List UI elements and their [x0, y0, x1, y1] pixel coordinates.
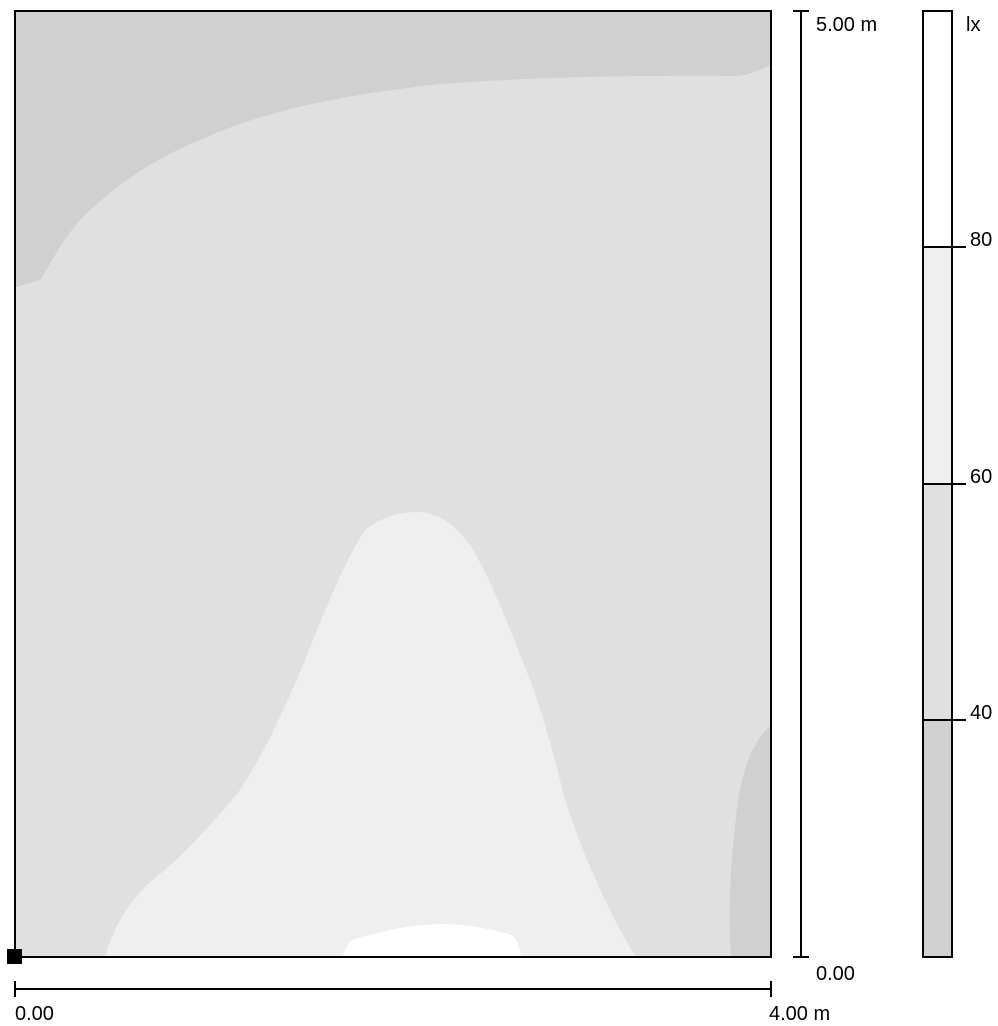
y-scale-bottom-label: 0.00: [816, 963, 855, 985]
legend: lx 80 60 40: [922, 10, 992, 958]
plot-border: [14, 10, 772, 958]
x-scale-left-label: 0.00: [15, 1003, 54, 1025]
origin-marker: [7, 949, 22, 964]
legend-band-above-80: [923, 11, 952, 247]
legend-label-40: 40: [970, 702, 992, 724]
contour-zone-below-40-top: [15, 11, 771, 288]
x-scale: 0.00 4.00 m: [14, 981, 830, 1025]
contour-plot: [7, 10, 772, 964]
legend-band-40-60: [923, 484, 952, 720]
y-scale-top-label: 5.00 m: [816, 14, 877, 36]
legend-label-80: 80: [970, 229, 992, 251]
contour-zone-above-80: [342, 924, 521, 957]
contour-zone-below-40-right: [729, 725, 771, 957]
y-scale: 5.00 m 0.00: [793, 10, 877, 985]
legend-label-60: 60: [970, 466, 992, 488]
legend-unit-label: lx: [966, 14, 980, 36]
legend-band-below-40: [923, 720, 952, 957]
legend-band-60-80: [923, 247, 952, 484]
contour-zone-60-80: [105, 512, 636, 957]
x-scale-right-label: 4.00 m: [769, 1003, 830, 1025]
